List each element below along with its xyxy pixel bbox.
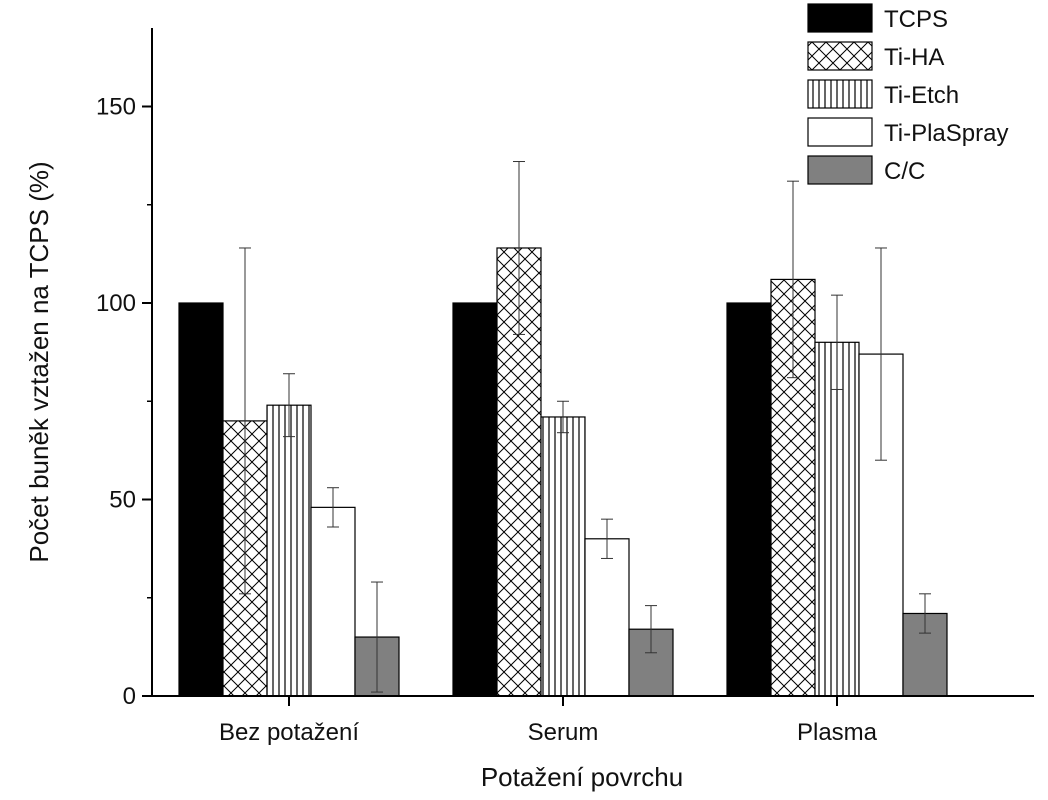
x-axis-title: Potažení povrchu — [481, 762, 683, 792]
legend-label: C/C — [884, 158, 925, 185]
legend-swatch — [807, 41, 873, 71]
legend-label: TCPS — [884, 6, 948, 33]
y-tick-label: 150 — [96, 94, 136, 121]
legend-swatch — [807, 3, 873, 33]
legend-swatch — [807, 155, 873, 185]
y-tick-label: 50 — [109, 487, 136, 514]
bar — [266, 404, 312, 697]
legend: TCPS Ti-HA Ti-Etch Ti-PlaSpray C/C — [807, 3, 1008, 185]
axes — [151, 28, 1034, 697]
bar — [310, 506, 356, 697]
legend-swatch — [807, 117, 873, 147]
bar — [726, 302, 772, 697]
bar — [584, 538, 630, 697]
y-axis-title: Počet buněk vztažen na TCPS (%) — [24, 161, 54, 562]
bar — [540, 416, 586, 697]
y-ticks: 0 50 100 150 — [96, 94, 152, 710]
plot-area — [178, 161, 948, 697]
legend-label: Ti-Etch — [884, 82, 959, 109]
y-tick-label: 0 — [123, 683, 136, 710]
legend-swatch — [807, 79, 873, 109]
x-tick-label: Bez potažení — [219, 719, 359, 746]
bar — [178, 302, 224, 697]
x-tick-label: Plasma — [797, 719, 878, 746]
bar — [814, 341, 860, 697]
legend-label: Ti-HA — [884, 44, 944, 71]
y-tick-label: 100 — [96, 290, 136, 317]
x-ticks: Bez potažení Serum Plasma — [219, 696, 878, 746]
legend-label: Ti-PlaSpray — [884, 120, 1008, 147]
x-tick-label: Serum — [528, 719, 599, 746]
bar — [452, 302, 498, 697]
